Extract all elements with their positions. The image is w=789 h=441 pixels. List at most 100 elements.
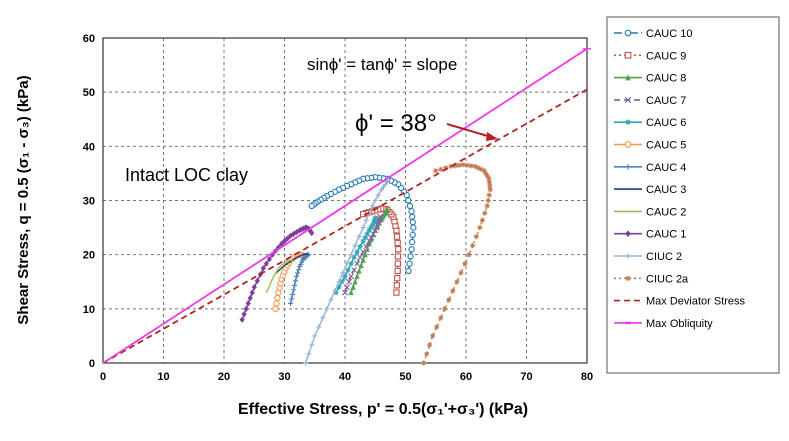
data-point-asterisk xyxy=(478,166,484,172)
data-point-asterisk xyxy=(354,249,360,255)
data-point-asterisk xyxy=(362,234,368,241)
legend-label: CIUC 2 xyxy=(646,251,682,263)
data-point-asterisk xyxy=(438,166,444,172)
x-tick-label: 0 xyxy=(100,371,106,383)
legend-swatch-marker xyxy=(625,253,631,259)
friction-angle-arrow xyxy=(446,123,498,141)
data-point-plus xyxy=(382,181,388,187)
data-point-asterisk xyxy=(485,197,491,204)
data-point-asterisk xyxy=(486,192,492,198)
series-cauc-6 xyxy=(333,215,378,296)
series-cauc-3 xyxy=(274,252,309,275)
data-point-asterisk xyxy=(357,243,363,250)
data-point-asterisk xyxy=(486,176,492,182)
data-point-asterisk xyxy=(475,165,481,171)
legend-item: CIUC 2 xyxy=(614,251,682,263)
legend-item: CAUC 4 xyxy=(614,162,686,174)
legend-label: CAUC 1 xyxy=(646,229,686,241)
legend-item: Max Deviator Stress xyxy=(614,296,746,308)
data-point-circle xyxy=(409,238,416,246)
data-point-x xyxy=(344,284,351,291)
legend-swatch-marker xyxy=(625,275,631,282)
data-point-circle xyxy=(272,305,279,312)
data-point-asterisk xyxy=(482,210,488,216)
legend-swatch-marker xyxy=(625,164,631,170)
data-point-diamond xyxy=(294,228,300,236)
y-tick-label: 10 xyxy=(83,304,95,316)
data-point-circle xyxy=(409,219,416,226)
data-point-plus xyxy=(384,178,390,185)
y-axis-title: Shear Stress, q = 0.5 (σ₁ - σ₃) (kPa) xyxy=(15,75,32,324)
data-point-asterisk xyxy=(456,162,462,168)
friction-relation-label: sinϕ' = tanϕ' = slope xyxy=(307,55,457,74)
data-point-square xyxy=(394,239,401,247)
data-point-square xyxy=(394,260,401,267)
plot-area xyxy=(102,37,588,364)
data-point-circle xyxy=(405,267,412,275)
data-point-plus xyxy=(306,351,312,357)
data-point-circle xyxy=(410,224,417,231)
x-tick-label: 20 xyxy=(218,371,230,383)
y-tick-label: 0 xyxy=(89,358,95,370)
data-point-plus xyxy=(360,224,366,231)
legend-swatch-marker xyxy=(625,74,631,81)
series-cauc-8 xyxy=(348,206,390,296)
x-tick-label: 30 xyxy=(278,371,290,383)
data-point-diamond xyxy=(249,289,255,296)
data-point-asterisk xyxy=(364,231,370,237)
x-axis-title: Effective Stress, p' = 0.5(σ₁'+σ₃') (kPa… xyxy=(238,401,528,418)
x-tick-label: 70 xyxy=(520,371,532,383)
data-point-asterisk xyxy=(430,333,436,339)
data-point-triangle xyxy=(356,267,362,274)
data-point-plus xyxy=(316,324,322,330)
data-point-triangle xyxy=(354,273,360,279)
data-point-plus xyxy=(320,315,326,321)
data-point-plus xyxy=(309,342,315,348)
legend-label: CAUC 6 xyxy=(646,117,686,129)
data-point-asterisk xyxy=(333,289,339,296)
data-point-asterisk xyxy=(366,227,372,233)
data-point-diamond xyxy=(269,251,275,258)
x-tick-label: 50 xyxy=(399,371,411,383)
data-point-circle xyxy=(274,294,281,302)
y-tick-label: 30 xyxy=(83,196,95,208)
legend: CAUC 10 CAUC 9 CAUC 8 CAUC 7 CAUC 6 CAUC 5 CAU… xyxy=(614,28,746,330)
data-point-plus xyxy=(372,197,378,204)
data-point-asterisk xyxy=(448,163,454,169)
data-point-plus xyxy=(369,203,375,209)
data-point-square xyxy=(393,233,401,240)
data-point-asterisk xyxy=(472,163,478,169)
data-point-asterisk xyxy=(452,163,458,169)
data-point-circle xyxy=(405,197,412,204)
data-point-diamond xyxy=(245,300,251,307)
data-point-asterisk xyxy=(450,288,456,294)
legend-item: CAUC 1 xyxy=(614,229,686,241)
series-ciuc-2a xyxy=(421,162,493,366)
data-point-square xyxy=(393,289,400,296)
data-point-triangle xyxy=(350,284,356,290)
data-point-circle xyxy=(407,253,414,260)
series-layer xyxy=(102,48,591,366)
data-point-asterisk xyxy=(360,238,366,244)
data-point-x xyxy=(342,289,348,296)
legend-box xyxy=(606,16,780,374)
data-point-diamond xyxy=(309,229,315,237)
data-point-asterisk xyxy=(434,324,440,330)
legend-item: CAUC 10 xyxy=(614,28,692,40)
data-point-asterisk xyxy=(446,297,452,303)
data-point-asterisk xyxy=(427,342,433,348)
data-point-x xyxy=(351,267,358,274)
legend-label: CAUC 7 xyxy=(646,95,686,107)
y-tick-label: 50 xyxy=(83,87,95,99)
data-point-circle xyxy=(273,300,280,307)
data-point-plus xyxy=(312,333,318,339)
data-point-circle xyxy=(406,260,413,267)
data-point-asterisk xyxy=(468,163,474,169)
legend-item: CAUC 5 xyxy=(614,140,686,152)
series-line xyxy=(422,164,491,364)
data-point-asterisk xyxy=(433,168,439,174)
data-point-asterisk xyxy=(369,222,376,228)
legend-item: CIUC 2a xyxy=(614,273,689,285)
data-point-asterisk xyxy=(368,224,374,231)
